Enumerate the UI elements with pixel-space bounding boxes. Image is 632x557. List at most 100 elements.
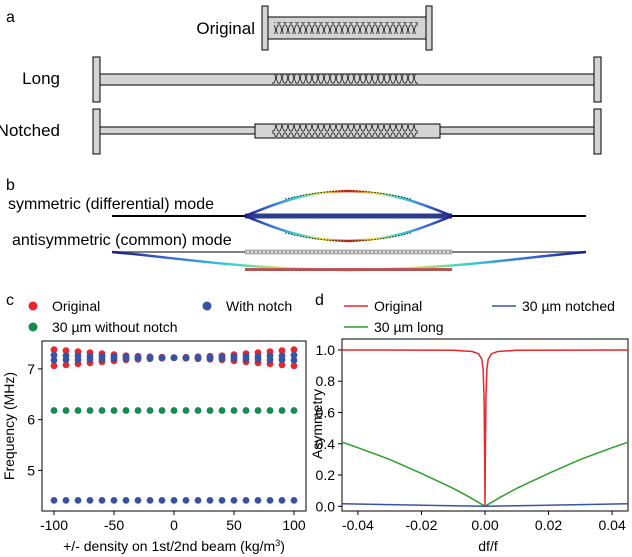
- chart-c-point-s4-18: [266, 407, 274, 414]
- legend-d: Original 30 µm notched 30 µm long: [344, 298, 615, 335]
- symmetric-mode-label: symmetric (differential) mode: [8, 196, 214, 213]
- chart-c-point-s5-4: [98, 496, 106, 504]
- chart-c-point-s5-6: [122, 496, 130, 504]
- chart-c-point-s5-14: [218, 496, 226, 504]
- chart-c-xtick-label: -100: [40, 517, 68, 533]
- chart-c-point-s3-8: [146, 354, 154, 362]
- chart-c-point-s4-0: [50, 407, 58, 414]
- chart-d-xtick-label: 0.02: [535, 517, 562, 533]
- legend-c-marker: [28, 301, 38, 311]
- chart-c-xtick-label: 100: [282, 517, 306, 533]
- chart-c-point-s2-20: [290, 351, 298, 359]
- panel-d-letter: d: [315, 292, 324, 309]
- chart-d-xtick-label: 0.00: [471, 517, 498, 533]
- chart-c-point-s3-4: [98, 355, 106, 363]
- symmetric-mode-drawing: symmetric (differential) mode: [8, 189, 586, 243]
- chart-c-xlabel: +/- density on 1st/2nd beam (kg/m3): [63, 538, 285, 554]
- chart-c-point-s3-17: [254, 355, 262, 363]
- chart-c-point-s3-3: [86, 355, 94, 363]
- chart-c-point-s5-11: [182, 496, 190, 504]
- chart-c-point-s1-1: [62, 361, 70, 369]
- chart-c-point-s5-18: [266, 496, 274, 504]
- chart-d-ytick-label: 0.4: [316, 436, 336, 452]
- chart-c-ytick-label: 7: [27, 361, 35, 377]
- chart-c-point-s4-1: [62, 407, 70, 414]
- chart-c-point-s3-10: [170, 354, 178, 362]
- long-label: Long: [22, 69, 60, 88]
- chart-c-point-s3-15: [230, 355, 238, 363]
- chart-c-point-s5-9: [158, 496, 166, 504]
- chart-c-point-s1-20: [290, 362, 298, 370]
- original-label: Original: [196, 19, 255, 38]
- chart-c-point-s5-10: [170, 496, 178, 504]
- chart-c-point-s4-7: [134, 407, 142, 414]
- chart-c-point-s4-12: [194, 407, 202, 414]
- chart-c-point-s0-1: [62, 347, 70, 355]
- chart-c-point-s5-2: [74, 496, 82, 504]
- panel-c-letter: c: [6, 292, 14, 309]
- chart-d-ytick-label: 0.8: [316, 373, 336, 389]
- chart-c-point-s0-20: [290, 346, 298, 354]
- chart-c-point-s4-2: [74, 407, 82, 414]
- chart-d-xlabel: df/f: [478, 538, 498, 554]
- chart-c-point-s4-20: [290, 407, 298, 414]
- chart-c-point-s4-6: [122, 407, 130, 414]
- chart-c-point-s4-15: [230, 407, 238, 414]
- chart-c-point-s0-19: [278, 347, 286, 355]
- chart-c-point-s5-8: [146, 496, 154, 504]
- chart-d-plot: 0.0 0.2 0.4 0.6 0.8 1.0 -0.04 -0.02 0.00 0.02 0.04: [316, 342, 629, 533]
- chart-c-point-s3-12: [194, 354, 202, 362]
- chart-c-point-s3-14: [218, 355, 226, 363]
- chart-c-frame: [41, 340, 307, 512]
- chart-c-point-s5-0: [50, 496, 58, 504]
- chart-d-ytick-label: 0.0: [316, 498, 336, 514]
- chart-c-xtick-label: -50: [104, 517, 124, 533]
- legend-d-label: Original: [374, 298, 422, 314]
- chart-d-line-0: [341, 349, 629, 507]
- chart-c-point-s4-8: [146, 407, 154, 414]
- chart-c-point-s4-16: [242, 407, 250, 414]
- chart-c-ytick-label: 5: [27, 462, 35, 478]
- legend-c-label: With notch: [226, 298, 292, 314]
- chart-c-point-s1-19: [278, 361, 286, 369]
- chart-c-point-s4-3: [86, 407, 94, 414]
- chart-d-ytick-label: 0.6: [316, 404, 336, 420]
- chart-c-point-s5-16: [242, 496, 250, 504]
- chart-c-point-s5-13: [206, 496, 214, 504]
- chart-d-ytick-label: 1.0: [316, 342, 336, 358]
- chart-c-point-s4-17: [254, 407, 262, 414]
- chart-c-point-s4-13: [206, 407, 214, 414]
- legend-c-label: Original: [52, 298, 100, 314]
- panel-b-letter: b: [6, 177, 15, 194]
- chart-c-point-s4-9: [158, 407, 166, 414]
- legend-c-marker: [202, 301, 212, 311]
- chart-c-point-s5-3: [86, 496, 94, 504]
- chart-d-xtick-label: -0.02: [405, 517, 437, 533]
- panel-b: b symmetric (differential) mode antisymm…: [6, 177, 587, 272]
- chart-c-ytick-label: 6: [27, 412, 35, 428]
- legend-c-marker: [28, 322, 38, 332]
- panel-d: d Original 30 µm notched 30 µm long 0.0 0.2…: [309, 292, 629, 554]
- antisymmetric-mode-label: antisymmetric (common) mode: [12, 232, 232, 249]
- chart-c-point-s4-11: [182, 407, 190, 414]
- chart-c-point-s5-1: [62, 496, 70, 504]
- chart-d-ylabel: Asymmetry: [309, 389, 325, 459]
- chart-c-point-s3-1: [62, 356, 70, 364]
- chart-c-point-s5-15: [230, 496, 238, 504]
- chart-c-point-s3-6: [122, 355, 130, 363]
- chart-c-point-s3-19: [278, 356, 286, 364]
- notched-label: Notched: [0, 121, 60, 140]
- chart-c-point-s3-13: [206, 354, 214, 362]
- chart-d-ytick-label: 0.2: [316, 467, 336, 483]
- chart-d-xtick-label: -0.04: [342, 517, 374, 533]
- original-beam-drawing: Original: [196, 5, 433, 51]
- notched-beam-drawing: Notched: [0, 108, 602, 155]
- legend-d-label: 30 µm long: [374, 319, 444, 335]
- chart-c-point-s5-19: [278, 496, 286, 504]
- chart-c-point-s3-5: [110, 355, 118, 363]
- chart-c-point-s5-12: [194, 496, 202, 504]
- chart-c-point-s3-16: [242, 355, 250, 363]
- chart-c-point-s5-5: [110, 496, 118, 504]
